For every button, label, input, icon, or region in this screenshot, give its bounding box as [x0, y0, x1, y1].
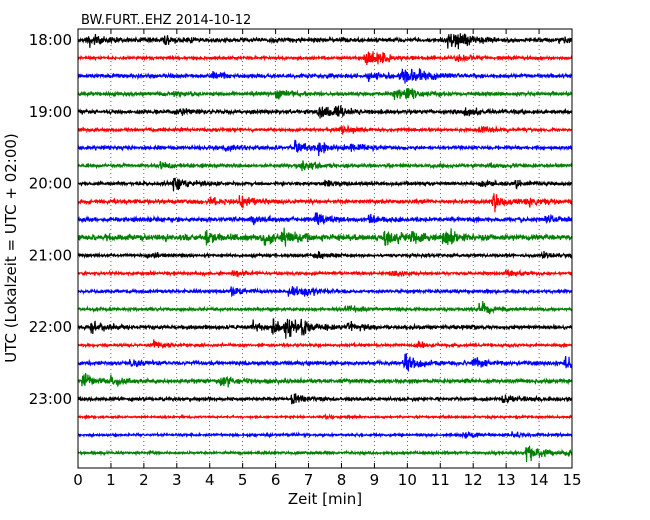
- x-tick-label-4: 4: [205, 471, 215, 489]
- trace-12: [77, 250, 573, 260]
- trace-17: [77, 339, 573, 350]
- y-tick-label-1: 19:00: [29, 103, 72, 121]
- x-tick-label-1: 1: [106, 471, 116, 489]
- y-axis-label: UTC (Lokalzeit = UTC + 02:00): [2, 133, 20, 363]
- x-tick-label-10: 10: [398, 471, 417, 489]
- trace-5: [77, 124, 573, 135]
- y-tick-label-0: 18:00: [29, 31, 72, 49]
- x-tick-label-5: 5: [238, 471, 248, 489]
- y-tick-label-2: 20:00: [29, 175, 72, 193]
- x-tick-label-9: 9: [370, 471, 380, 489]
- trace-1: [77, 51, 573, 65]
- x-tick-label-12: 12: [464, 471, 483, 489]
- x-tick-label-13: 13: [497, 471, 516, 489]
- trace-2: [77, 68, 573, 84]
- y-axis: 18:00 19:00 20:00 21:00 22:00 23:00: [29, 31, 572, 408]
- trace-15: [77, 300, 573, 315]
- trace-14: [77, 285, 573, 298]
- trace-3: [77, 87, 573, 101]
- trace-11: [77, 227, 573, 247]
- x-tick-label-8: 8: [337, 471, 347, 489]
- trace-8: [77, 177, 573, 192]
- trace-23: [77, 445, 573, 462]
- trace-16: [77, 318, 573, 339]
- x-tick-label-15: 15: [562, 471, 581, 489]
- trace-group: [77, 33, 573, 462]
- y-tick-label-4: 22:00: [29, 318, 72, 336]
- x-tick-label-2: 2: [139, 471, 149, 489]
- x-axis-label: Zeit [min]: [288, 490, 362, 508]
- x-tick-label-11: 11: [431, 471, 450, 489]
- x-tick-label-3: 3: [172, 471, 182, 489]
- trace-21: [77, 413, 573, 421]
- trace-0: [77, 33, 573, 50]
- plot-frame: [77, 28, 573, 469]
- trace-9: [77, 193, 573, 213]
- trace-22: [77, 430, 573, 439]
- x-tick-label-7: 7: [304, 471, 314, 489]
- trace-6: [77, 139, 573, 157]
- x-axis: 0 1 2 3 4 5 6 7 8 9 10 11 12 13 14 15: [73, 29, 582, 489]
- trace-13: [77, 268, 573, 279]
- trace-4: [77, 105, 573, 119]
- x-tick-label-0: 0: [73, 471, 83, 489]
- y-tick-label-3: 21:00: [29, 246, 72, 264]
- trace-20: [77, 393, 573, 405]
- x-tick-label-6: 6: [271, 471, 281, 489]
- chart-title: BW.FURT..EHZ 2014-10-12: [81, 13, 251, 28]
- y-tick-label-5: 23:00: [29, 390, 72, 408]
- trace-18: [77, 353, 573, 372]
- trace-10: [77, 212, 573, 226]
- trace-7: [77, 160, 573, 172]
- trace-19: [77, 372, 573, 388]
- x-tick-label-14: 14: [530, 471, 549, 489]
